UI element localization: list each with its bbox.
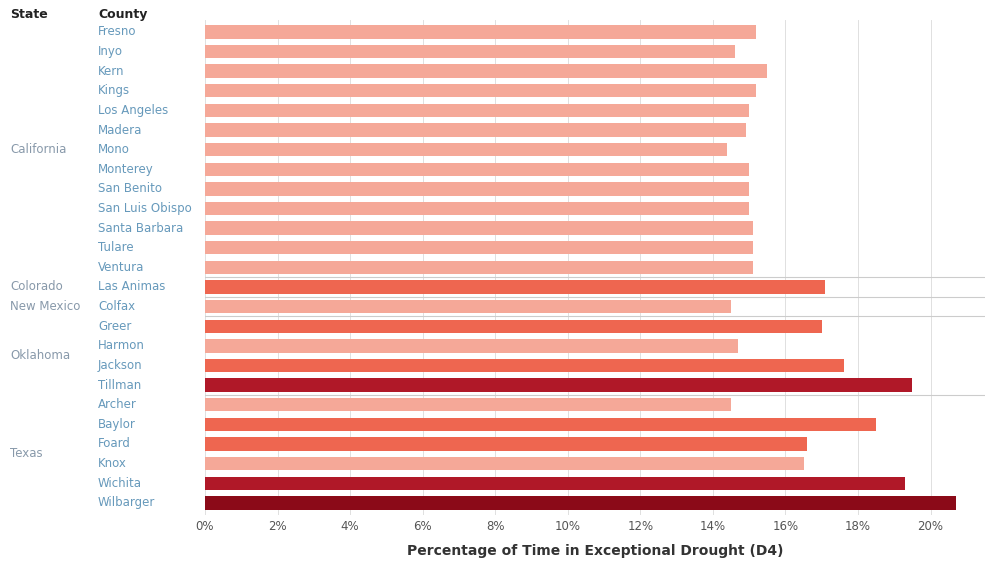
Bar xyxy=(205,241,753,254)
Bar xyxy=(205,477,905,490)
Text: San Luis Obispo: San Luis Obispo xyxy=(98,202,192,215)
Bar xyxy=(205,182,749,196)
Bar xyxy=(205,202,749,215)
Text: Greer: Greer xyxy=(98,320,131,333)
Text: Knox: Knox xyxy=(98,457,127,470)
Bar xyxy=(205,359,844,372)
Bar xyxy=(205,339,738,352)
Text: Colorado: Colorado xyxy=(10,281,63,293)
Bar xyxy=(205,300,731,313)
Text: Mono: Mono xyxy=(98,143,130,156)
Bar xyxy=(205,45,735,58)
Bar xyxy=(205,378,912,392)
Bar xyxy=(205,496,956,509)
Text: Las Animas: Las Animas xyxy=(98,281,165,293)
Text: New Mexico: New Mexico xyxy=(10,300,80,313)
Text: Archer: Archer xyxy=(98,398,137,411)
Text: Santa Barbara: Santa Barbara xyxy=(98,221,183,235)
Text: Foard: Foard xyxy=(98,438,131,450)
Bar xyxy=(205,104,749,117)
Text: Kern: Kern xyxy=(98,64,125,78)
Text: Ventura: Ventura xyxy=(98,261,144,274)
Text: Kings: Kings xyxy=(98,85,130,97)
Bar xyxy=(205,143,727,156)
Bar xyxy=(205,281,825,294)
Bar xyxy=(205,320,822,333)
Bar xyxy=(205,438,807,451)
Text: Colfax: Colfax xyxy=(98,300,135,313)
Text: Tillman: Tillman xyxy=(98,378,141,392)
Text: Madera: Madera xyxy=(98,124,142,136)
Text: Harmon: Harmon xyxy=(98,339,145,352)
Text: Fresno: Fresno xyxy=(98,25,136,39)
Text: Wilbarger: Wilbarger xyxy=(98,496,155,509)
Text: Texas: Texas xyxy=(10,447,43,461)
Bar xyxy=(205,25,756,39)
X-axis label: Percentage of Time in Exceptional Drought (D4): Percentage of Time in Exceptional Drough… xyxy=(407,545,783,558)
Bar xyxy=(205,163,749,176)
Bar xyxy=(205,64,767,78)
Bar xyxy=(205,457,804,470)
Text: San Benito: San Benito xyxy=(98,182,162,196)
Text: Inyo: Inyo xyxy=(98,45,123,58)
Text: Baylor: Baylor xyxy=(98,418,136,431)
Text: Monterey: Monterey xyxy=(98,163,154,176)
Text: Wichita: Wichita xyxy=(98,477,142,490)
Bar xyxy=(205,398,731,411)
Text: State: State xyxy=(10,8,48,21)
Bar xyxy=(205,221,753,235)
Bar xyxy=(205,124,746,137)
Text: County: County xyxy=(98,8,147,21)
Text: Jackson: Jackson xyxy=(98,359,143,372)
Text: Los Angeles: Los Angeles xyxy=(98,104,168,117)
Bar xyxy=(205,260,753,274)
Bar xyxy=(205,84,756,97)
Bar xyxy=(205,417,876,431)
Text: California: California xyxy=(10,143,66,156)
Text: Oklahoma: Oklahoma xyxy=(10,349,70,362)
Text: Tulare: Tulare xyxy=(98,242,134,254)
